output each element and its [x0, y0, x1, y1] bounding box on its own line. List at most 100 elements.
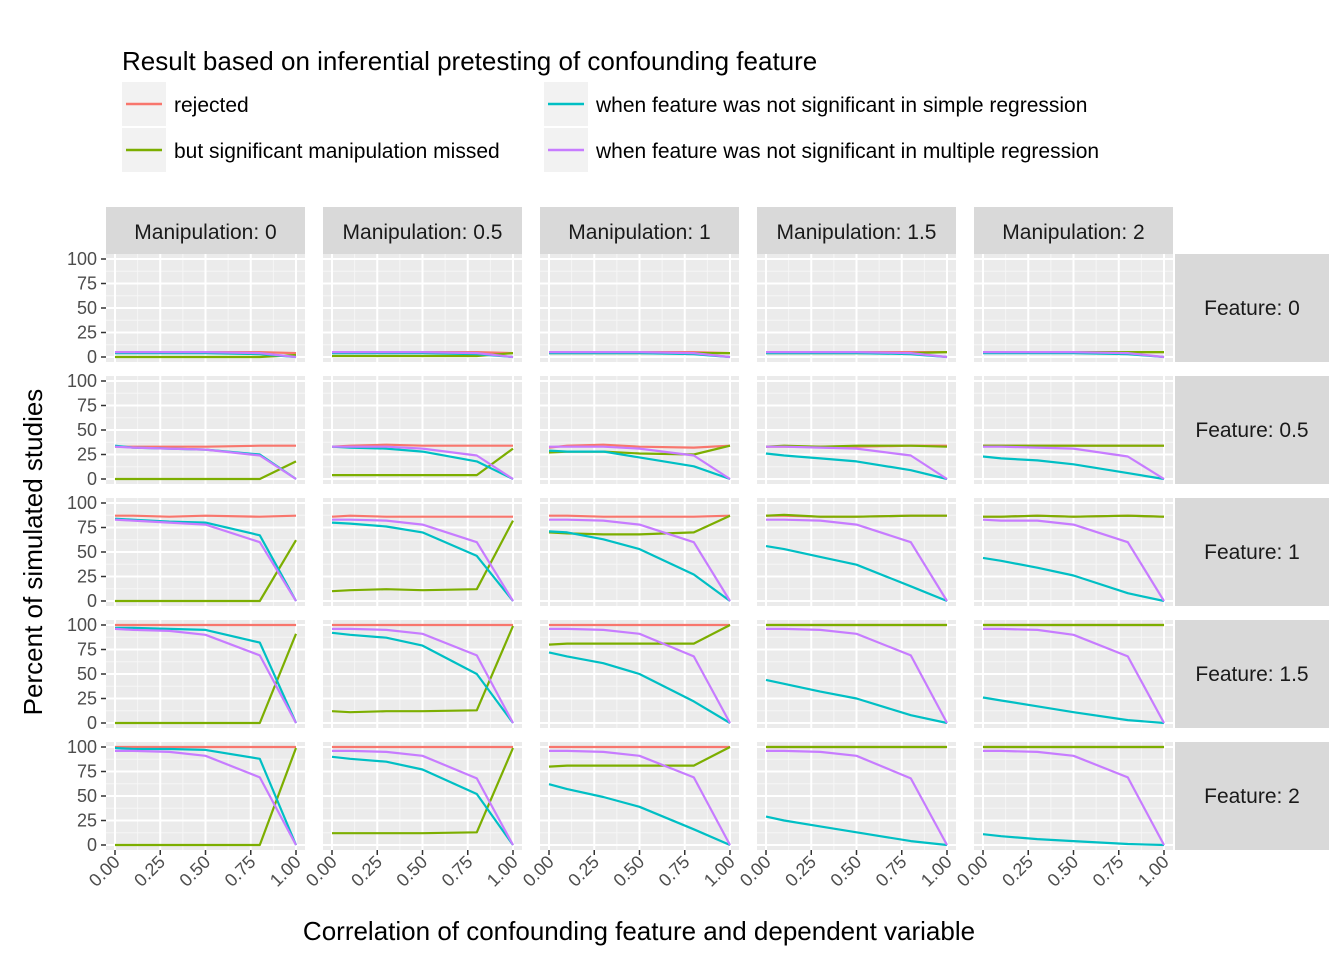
panel-r1-c4: [974, 376, 1173, 484]
x-tick-label: 0.25: [347, 852, 386, 891]
panel-r2-c0: [106, 498, 305, 606]
series-line-missed: [983, 514, 1165, 518]
x-tick-label: 0.50: [826, 852, 865, 891]
series-line-multiple: [983, 351, 1165, 359]
column-strip-label: Manipulation: 1: [568, 221, 710, 244]
panel-r4-c2: [540, 742, 739, 850]
strip-background: [1175, 376, 1329, 484]
strip-background: [1175, 742, 1329, 850]
series-line-multiple: [549, 518, 731, 602]
series-line-multiple: [983, 445, 1165, 480]
series-line-simple: [765, 678, 948, 725]
panel-r1-c1: [323, 376, 522, 484]
strip-background: [540, 207, 739, 254]
row-strip-label: Feature: 1: [1204, 541, 1300, 564]
y-tick-label: 100: [67, 371, 97, 391]
series-line-simple: [331, 521, 514, 602]
series-line-multiple: [766, 749, 948, 846]
y-tick-label: 75: [77, 274, 97, 294]
legend-item-multiple: when feature was not significant in mult…: [544, 128, 1099, 172]
row-strip-label: Feature: 1.5: [1195, 663, 1308, 686]
legend: Result based on inferential pretesting o…: [122, 46, 1099, 172]
series-line-simple: [982, 833, 1165, 847]
panel-r0-c0: [106, 254, 305, 362]
x-tick-label: 0.75: [872, 852, 911, 891]
panel-r3-c1: [323, 620, 522, 728]
series-line-missed: [331, 625, 515, 714]
strip-background: [323, 207, 522, 254]
series-line-simple: [548, 783, 731, 847]
series-line-multiple: [114, 627, 297, 724]
y-tick-label: 0: [87, 469, 97, 489]
series-line-multiple: [549, 627, 731, 724]
column-strip-label: Manipulation: 0: [134, 221, 276, 244]
x-tick-label: 0.00: [85, 852, 124, 891]
x-tick-label: 0.25: [564, 852, 603, 891]
series-line-multiple: [332, 627, 514, 724]
y-tick-label: 0: [87, 347, 97, 367]
series-line-multiple: [766, 518, 948, 602]
y-tick-label: 100: [67, 493, 97, 513]
y-tick-label: 75: [77, 762, 97, 782]
series-line-multiple: [115, 749, 297, 846]
panel-r4-c3: [757, 742, 956, 850]
x-tick-label: 0.00: [736, 852, 775, 891]
strip-background: [106, 207, 305, 254]
y-tick-label: 50: [77, 542, 97, 562]
series-line-missed: [115, 747, 298, 847]
y-tick-label: 100: [67, 249, 97, 269]
row-strip: Feature: 2: [1175, 742, 1329, 850]
series-line-simple: [331, 631, 514, 724]
panel-r3-c2: [540, 620, 739, 728]
x-tick-label: 1.00: [266, 852, 305, 891]
panel-r2-c2: [540, 498, 739, 606]
series-line-multiple: [332, 445, 514, 480]
panel-r2-c4: [974, 498, 1173, 606]
strip-background: [1175, 620, 1329, 728]
x-tick-label: 1.00: [1134, 852, 1173, 891]
panel-r4-c4: [974, 742, 1173, 850]
y-tick-label: 75: [77, 640, 97, 660]
series-line-simple: [331, 755, 514, 846]
series-line-multiple: [332, 351, 514, 359]
series-line-rejected: [331, 514, 513, 518]
y-tick-label: 50: [77, 786, 97, 806]
panel-r0-c1: [323, 254, 522, 362]
x-tick-label: 0.25: [998, 852, 1037, 891]
series-line-missed: [331, 520, 514, 593]
x-axis-label: Correlation of confounding feature and d…: [303, 916, 975, 946]
facet-strips: Manipulation: 0 Manipulation: 0.5 Manipula…: [106, 207, 1329, 850]
series-line-missed: [548, 746, 731, 768]
y-tick-label: 25: [77, 811, 97, 831]
series-line-multiple: [983, 749, 1165, 846]
series-line-multiple: [115, 351, 297, 359]
series-line-rejected: [549, 514, 731, 518]
series-line-simple: [982, 556, 1165, 603]
series-line-multiple: [766, 627, 948, 724]
x-tick-label: 0.50: [1043, 852, 1082, 891]
column-strip: Manipulation: 1.5: [757, 207, 956, 254]
row-strip-label: Feature: 0: [1204, 297, 1300, 320]
series-line-rejected: [115, 444, 296, 448]
legend-title: Result based on inferential pretesting o…: [122, 46, 817, 76]
series-line-multiple: [983, 627, 1165, 724]
panel-r0-c2: [540, 254, 739, 362]
series-line-missed: [765, 513, 947, 518]
series-line-multiple: [332, 749, 514, 846]
x-tick-label: 0.00: [519, 852, 558, 891]
panel-r2-c3: [757, 498, 956, 606]
row-strip: Feature: 0.5: [1175, 376, 1329, 484]
panel-r1-c0: [106, 376, 305, 484]
series-line-missed: [115, 633, 298, 725]
column-strip-label: Manipulation: 0.5: [343, 221, 503, 244]
row-strip: Feature: 1.5: [1175, 620, 1329, 728]
column-strip: Manipulation: 0.5: [323, 207, 522, 254]
panel-r4-c0: [106, 742, 305, 850]
x-tick-label: 0.50: [609, 852, 648, 891]
panel-r0-c4: [974, 254, 1173, 362]
series-line-missed: [332, 447, 514, 477]
x-tick-label: 1.00: [917, 852, 956, 891]
y-tick-label: 25: [77, 445, 97, 465]
series-line-simple: [765, 545, 948, 603]
series-line-multiple: [549, 445, 731, 480]
